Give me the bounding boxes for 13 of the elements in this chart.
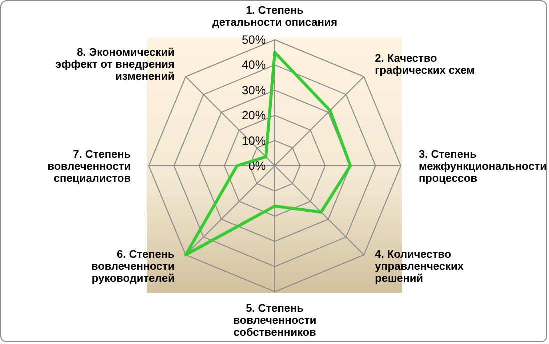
spoke-label: 2. Качество графических схем [375, 52, 475, 77]
spoke-label: 8. Экономический эффект от внедрения изменений [56, 46, 175, 83]
spoke-label: 7. Степень вовлеченности специалистов [48, 149, 132, 185]
y-tick-label: 40% [242, 58, 266, 72]
spoke-label: 5. Степень вовлеченности собственников [233, 303, 317, 339]
spoke-label: 1. Степень детальности описания [212, 5, 338, 29]
y-tick-label: 30% [242, 83, 266, 98]
y-tick-label: 10% [242, 134, 266, 148]
spoke-label: 4. Количество управленческих решений [375, 249, 465, 286]
spoke-label: 6. Степень вовлеченности руководителей [92, 249, 176, 286]
spoke-label: 3. Степень межфункциональности процессов [419, 149, 547, 185]
y-tick-label: 50% [242, 33, 266, 47]
y-tick-label: 20% [242, 108, 266, 123]
